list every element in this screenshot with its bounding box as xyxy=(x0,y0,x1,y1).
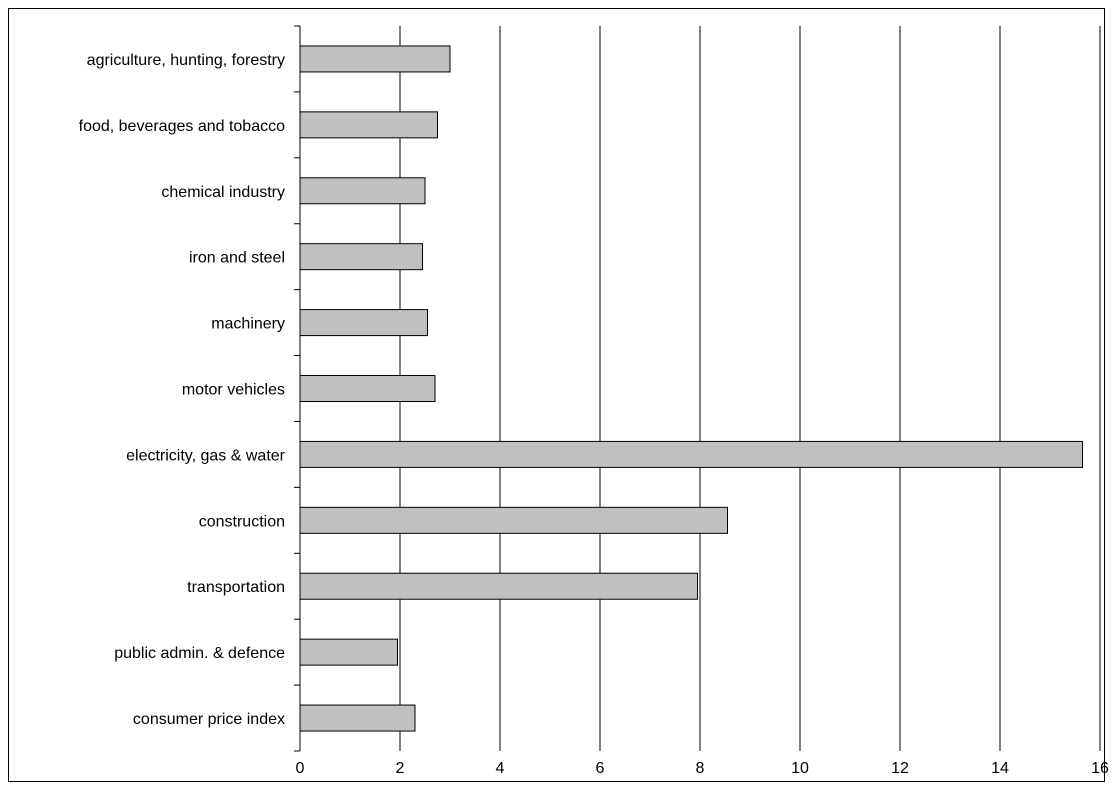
x-tick-label-7: 14 xyxy=(991,760,1009,777)
category-label-8: transportation xyxy=(187,579,285,596)
category-label-9: public admin. & defence xyxy=(114,645,285,662)
category-label-3: iron and steel xyxy=(189,250,285,267)
grid-lines xyxy=(399,26,1101,751)
bar-10 xyxy=(299,704,416,732)
x-tick-label-3: 6 xyxy=(596,760,605,777)
chart-frame: agriculture, hunting, forestry food, beve… xyxy=(8,8,1109,782)
x-tick-label-6: 12 xyxy=(891,760,909,777)
x-tick-labels: 0 2 4 6 8 10 12 14 16 xyxy=(296,760,1109,777)
x-tick-label-8: 16 xyxy=(1091,760,1109,777)
category-label-1: food, beverages and tobacco xyxy=(79,118,285,135)
category-label-0: agriculture, hunting, forestry xyxy=(87,52,285,69)
bar-6 xyxy=(299,440,1083,468)
category-label-10: consumer price index xyxy=(133,711,285,728)
category-label-4: machinery xyxy=(211,316,285,333)
x-tick-label-2: 4 xyxy=(496,760,505,777)
bars xyxy=(299,45,1083,732)
x-tick-label-0: 0 xyxy=(296,760,305,777)
x-tick-label-4: 8 xyxy=(696,760,705,777)
bar-4 xyxy=(299,309,428,337)
bar-2 xyxy=(299,177,426,205)
bar-9 xyxy=(299,638,398,666)
bar-7 xyxy=(299,506,728,534)
bar-1 xyxy=(299,111,438,139)
category-label-7: construction xyxy=(199,513,285,530)
x-tick-label-5: 10 xyxy=(791,760,809,777)
category-label-6: electricity, gas & water xyxy=(126,447,286,464)
bar-0 xyxy=(299,45,451,73)
y-axis xyxy=(294,25,301,752)
bar-3 xyxy=(299,243,423,271)
bar-8 xyxy=(299,572,698,600)
category-label-2: chemical industry xyxy=(161,184,285,201)
category-labels: agriculture, hunting, forestry food, beve… xyxy=(79,52,286,728)
bar-5 xyxy=(299,375,436,402)
x-tick-label-1: 2 xyxy=(396,760,405,777)
category-label-5: motor vehicles xyxy=(182,382,285,399)
